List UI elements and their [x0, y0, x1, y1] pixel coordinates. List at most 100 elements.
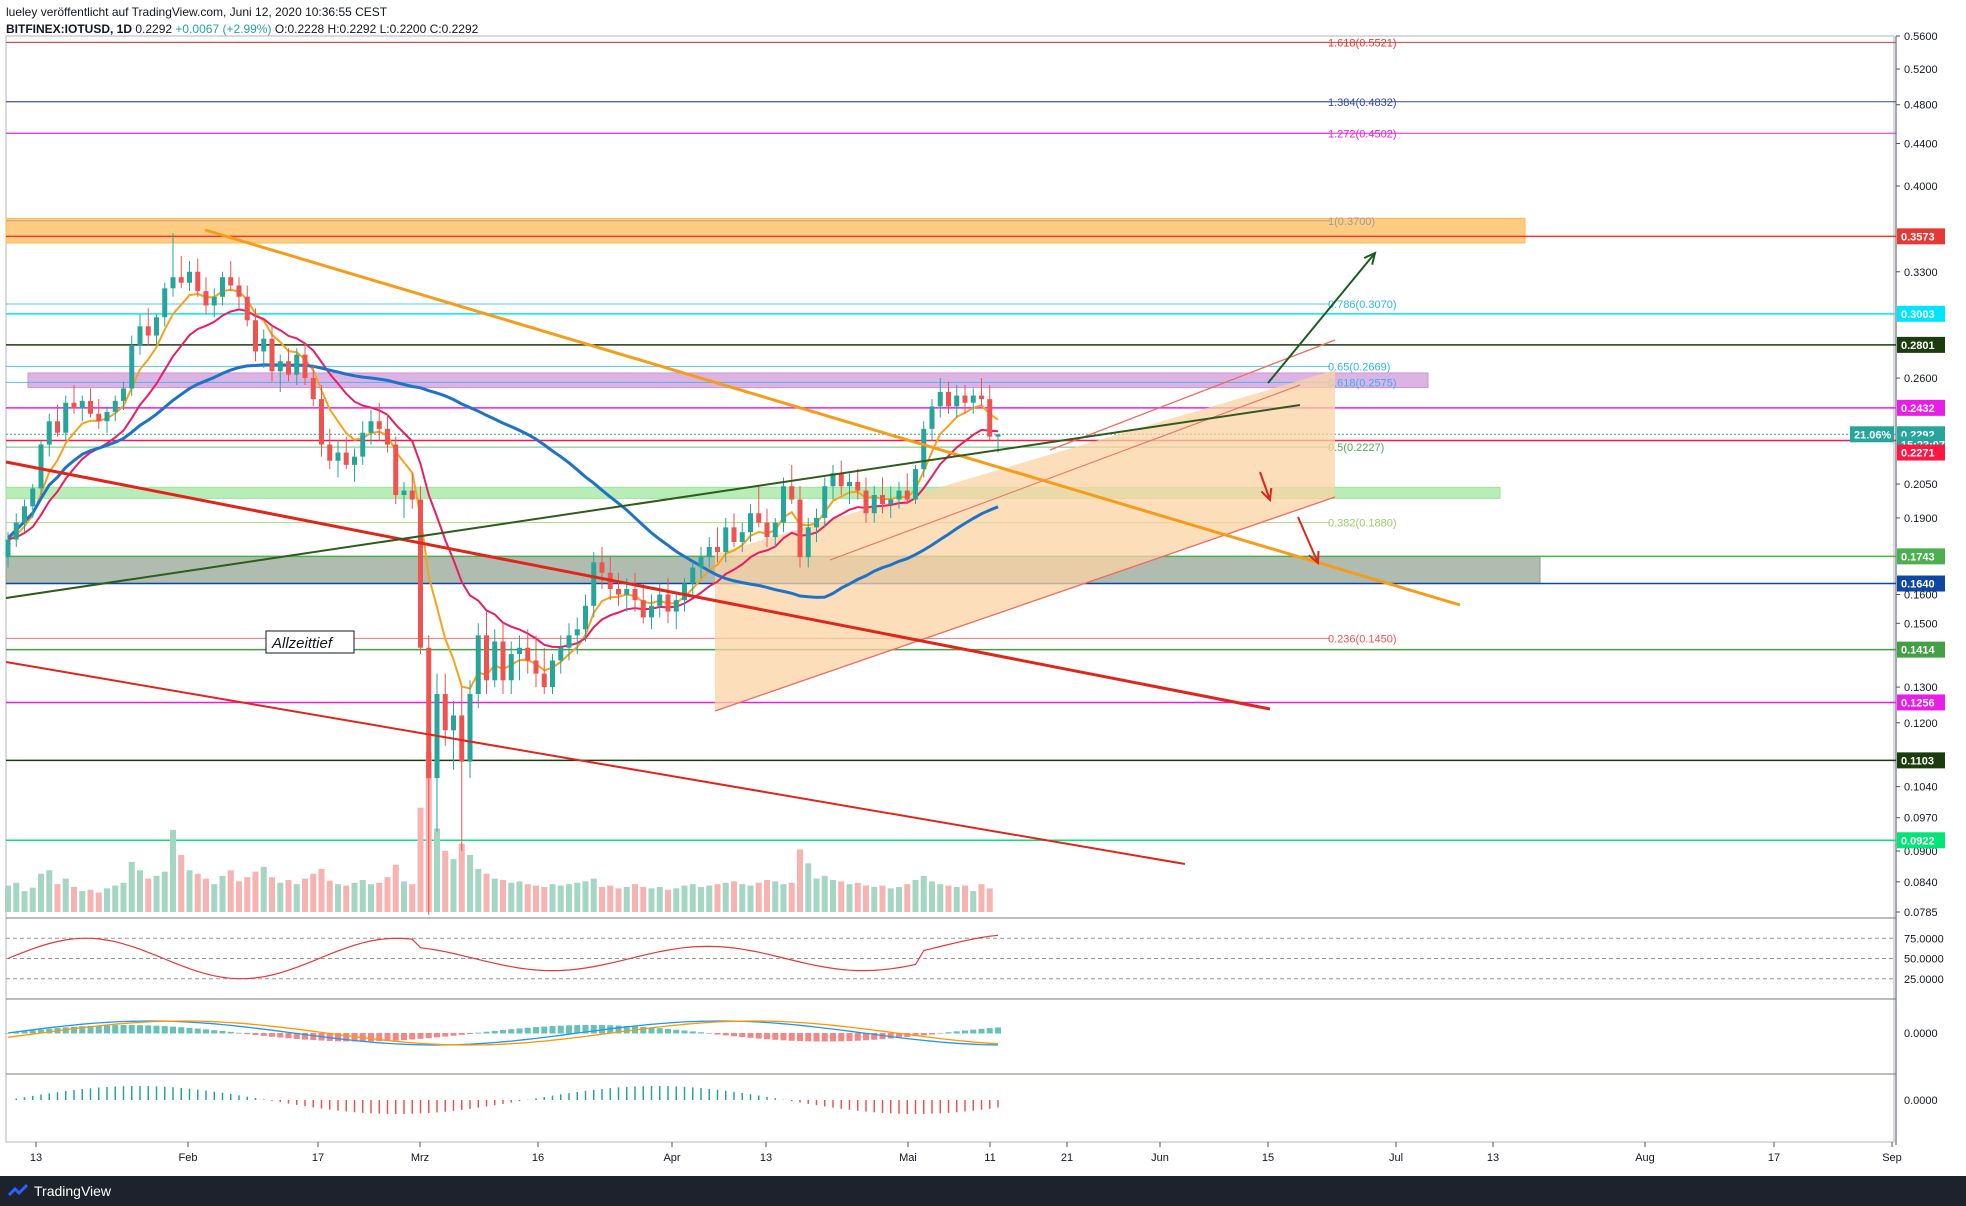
candle-body — [46, 421, 52, 445]
volume-bar — [417, 807, 424, 912]
volume-bar — [376, 882, 383, 912]
candle-body — [987, 399, 993, 437]
macd-histogram-bar — [615, 1025, 622, 1034]
volume-bar — [95, 892, 102, 912]
macd-histogram-bar — [112, 1025, 119, 1034]
volume-bar — [368, 884, 374, 912]
candle — [228, 261, 234, 292]
price-badge: 0.1103 — [1897, 752, 1945, 769]
volume-bar — [62, 878, 69, 912]
price-tick-label: 0.1040 — [1904, 782, 1938, 794]
target-arrow-down-2 — [1297, 516, 1319, 564]
macd-histogram-bar — [656, 1028, 663, 1034]
macd-histogram-bar — [260, 1033, 267, 1036]
macd-histogram-bar — [640, 1026, 647, 1034]
candle — [376, 402, 382, 441]
price-chart[interactable]: 1.618(0.5521) 1.384(0.4832) 1.272(0.4502) 1… — [0, 0, 1966, 1176]
candle-body — [294, 354, 300, 375]
macd-histogram-bar — [244, 1033, 251, 1035]
macd-histogram-bar — [252, 1033, 259, 1036]
candle-body — [129, 345, 135, 389]
candle-body — [393, 444, 399, 496]
candle — [970, 388, 976, 414]
price-badge: 0.0922 — [1897, 832, 1945, 849]
candle-body — [5, 539, 11, 558]
macd-histogram-bar — [392, 1033, 399, 1041]
candle-body — [500, 641, 506, 681]
candle-body — [360, 432, 366, 457]
candle-body — [698, 557, 704, 568]
symbol-name[interactable]: BITFINEX:IOTUSD, 1D — [6, 22, 133, 36]
candle-body — [211, 296, 217, 306]
macd-histogram-bar — [458, 1033, 465, 1035]
candle-body — [310, 378, 316, 400]
candle — [533, 635, 539, 688]
candle-body — [739, 532, 745, 543]
candle — [96, 399, 102, 429]
price-axis[interactable]: 0.5600 0.5200 0.4800 0.4400 0.4000 0.3300 0.26… — [1896, 31, 1944, 1107]
candle — [203, 277, 209, 315]
macd-histogram-bar — [557, 1025, 564, 1034]
candle — [129, 335, 135, 396]
macd-histogram-bar — [170, 1026, 176, 1034]
time-axis[interactable]: 13 Feb 17 Mrz 16 Apr 13 Mai 11 21 Jun 15 Jul 13 Aug 17 S… — [30, 1142, 1902, 1164]
macd-histogram-bar — [590, 1025, 597, 1034]
macd-histogram-bar — [120, 1025, 127, 1034]
candle-body — [178, 277, 184, 283]
candle — [789, 464, 795, 505]
candle — [913, 464, 918, 505]
volume-bar — [937, 884, 944, 912]
macd-histogram-bar — [681, 1030, 688, 1034]
resistance-zone-0.37 — [5, 217, 1526, 244]
macd-histogram-bar — [772, 1033, 779, 1040]
macd-histogram-bar — [203, 1029, 209, 1034]
volume-bar — [384, 877, 391, 912]
macd-signal-line — [7, 1020, 999, 1046]
macd-histogram-bar — [566, 1025, 572, 1034]
candle — [442, 673, 448, 746]
volume-bar — [863, 885, 869, 912]
volume-bar — [970, 891, 977, 912]
candle — [649, 594, 654, 630]
volume-bar — [549, 884, 556, 912]
macd-histogram-bar — [450, 1033, 457, 1036]
macd-histogram-bar — [665, 1028, 671, 1034]
candle-body — [797, 499, 803, 558]
candle-body — [517, 647, 522, 655]
candle-body — [904, 490, 910, 500]
macd-histogram-bar — [549, 1026, 556, 1034]
candle — [360, 421, 366, 465]
candle-body — [649, 605, 654, 618]
candle-body — [616, 588, 621, 595]
fib-label: 0.65(0.2669) — [1328, 361, 1390, 373]
candle — [847, 473, 852, 505]
candle-body — [302, 354, 308, 379]
candle-body — [244, 296, 250, 321]
volume-bar — [516, 881, 523, 912]
volume-bar — [178, 854, 185, 912]
price-change: +0.0067 (+2.99%) — [175, 22, 272, 36]
macd-histogram-bar — [764, 1033, 770, 1040]
volume-bar — [71, 886, 77, 912]
price-badge-text: 0.0922 — [1901, 835, 1935, 847]
candle — [5, 532, 11, 568]
macd-histogram-bar — [434, 1033, 440, 1038]
volume-bar — [508, 882, 515, 912]
candle-body — [723, 527, 729, 553]
price-badge: 0.3003 — [1897, 305, 1945, 322]
candle — [55, 404, 60, 437]
candle-body — [995, 434, 1001, 437]
candle — [79, 395, 85, 422]
volume-bar — [87, 889, 94, 912]
volume-bar — [953, 886, 960, 912]
volume-bar — [797, 849, 803, 912]
candle-body — [261, 338, 267, 352]
candle — [178, 255, 184, 289]
candle — [830, 464, 836, 500]
candle — [211, 288, 217, 318]
macd-histogram-bar — [714, 1033, 721, 1035]
candle — [764, 508, 770, 547]
candle-body — [913, 469, 918, 500]
tradingview-logo-icon[interactable] — [8, 1183, 28, 1199]
tradingview-brand[interactable]: TradingView — [34, 1183, 112, 1199]
